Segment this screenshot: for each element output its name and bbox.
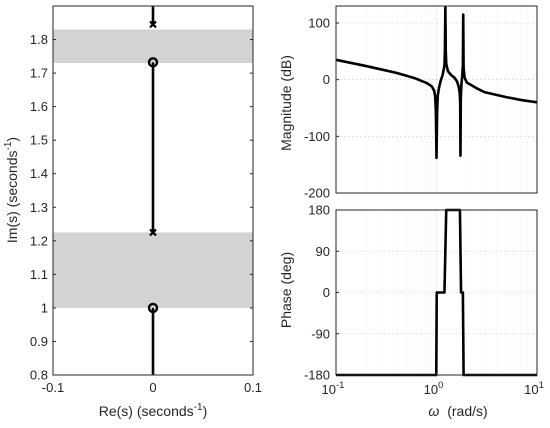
magnitude-axes <box>335 5 538 194</box>
zero-marker-0 <box>147 302 159 314</box>
pz-y-tick-label: 0.8 <box>30 368 48 383</box>
phase-y-tick-label: 180 <box>308 203 330 218</box>
pole-zero-panel: -0.1 0 0.1 0.8 0.9 1 1.1 1.2 1.3 1.4 1.5 1.6 1.7 1.8… <box>3 5 262 419</box>
zero-marker-1 <box>147 57 159 68</box>
phase-panel: -180 -90 0 90 180 10-1 100 101 Phase (deg) ω (r… <box>278 203 544 420</box>
pz-y-tick-label: 1.5 <box>30 133 48 148</box>
pz-y-tick-label: 1.2 <box>30 233 48 248</box>
magnitude-y-axis-label: Magnitude (dB) <box>278 55 294 151</box>
pz-x-tick-label: 0.1 <box>244 380 262 395</box>
magnitude-series-line <box>335 5 538 160</box>
pz-y-tick-label: 1.6 <box>30 99 48 114</box>
pz-y-tick-label: 1.8 <box>30 32 48 47</box>
pz-y-tick-label: 0.9 <box>30 334 48 349</box>
magnitude-axes-box <box>335 5 538 194</box>
pz-x-tick-label: -0.1 <box>42 380 64 395</box>
phase-y-tick-label: 90 <box>316 244 330 259</box>
pz-x-tick-label: 0 <box>149 380 156 395</box>
pole-marker-0 <box>149 228 157 237</box>
pz-markers <box>147 20 159 314</box>
phase-y-tick-label: 0 <box>323 285 330 300</box>
magnitude-y-tick-label: -100 <box>304 129 330 144</box>
pz-y-tick-label: 1.7 <box>30 66 48 81</box>
phase-x-tick-label: 10-1 <box>322 380 345 397</box>
phase-y-tick-label: -90 <box>311 326 330 341</box>
pz-y-tick-label: 1.1 <box>30 267 48 282</box>
pz-x-ticks: -0.1 0 0.1 <box>42 6 262 395</box>
phase-x-tick-label: 101 <box>524 380 544 397</box>
pz-y-axis-label: Im(s) (seconds-1) <box>3 137 20 243</box>
shaded-band-0 <box>53 232 253 308</box>
magnitude-panel: -200 -100 0 100 Magnitude (dB) <box>278 5 538 201</box>
magnitude-y-tick-label: 100 <box>308 16 330 31</box>
phase-x-axis-label: ω (rad/s) <box>428 403 487 419</box>
magnitude-y-tick-label: 0 <box>323 72 330 87</box>
phase-y-ticks: -180 -90 0 90 180 <box>304 203 339 383</box>
phase-x-ticks: 10-1 100 101 <box>322 372 544 397</box>
magnitude-y-tick-label: -200 <box>304 186 330 201</box>
phase-y-axis-label: Phase (deg) <box>278 252 294 328</box>
magnitude-y-ticks: -200 -100 0 100 <box>304 16 339 201</box>
shaded-bands <box>53 29 253 308</box>
pz-y-tick-label: 1 <box>41 300 48 315</box>
pz-x-axis-label: Re(s) (seconds-1) <box>99 402 208 419</box>
pz-y-tick-label: 1.3 <box>30 200 48 215</box>
pole-marker-1 <box>149 20 157 29</box>
phase-y-tick-label: -180 <box>304 368 330 383</box>
pz-y-ticks: 0.8 0.9 1 1.1 1.2 1.3 1.4 1.5 1.6 1.7 1.8 <box>30 32 253 383</box>
pz-y-tick-label: 1.4 <box>30 166 48 181</box>
phase-x-tick-label: 100 <box>424 380 444 397</box>
